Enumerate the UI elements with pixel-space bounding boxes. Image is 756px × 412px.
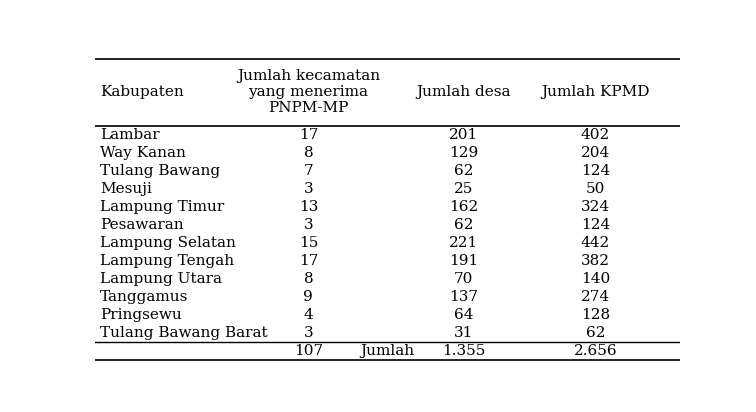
Text: 274: 274 bbox=[581, 290, 610, 304]
Text: Pringsewu: Pringsewu bbox=[101, 308, 182, 322]
Text: 62: 62 bbox=[586, 326, 606, 340]
Text: 9: 9 bbox=[303, 290, 313, 304]
Text: Lampung Selatan: Lampung Selatan bbox=[101, 236, 236, 250]
Text: Jumlah kecamatan
yang menerima
PNPM-MP: Jumlah kecamatan yang menerima PNPM-MP bbox=[237, 69, 380, 115]
Text: 17: 17 bbox=[299, 254, 318, 268]
Text: Lambar: Lambar bbox=[101, 128, 160, 142]
Text: 137: 137 bbox=[449, 290, 478, 304]
Text: 3: 3 bbox=[304, 218, 313, 232]
Text: 3: 3 bbox=[304, 182, 313, 196]
Text: 8: 8 bbox=[304, 146, 313, 160]
Text: Way Kanan: Way Kanan bbox=[101, 146, 186, 160]
Text: 1.355: 1.355 bbox=[442, 344, 485, 358]
Text: 201: 201 bbox=[449, 128, 479, 142]
Text: Tanggamus: Tanggamus bbox=[101, 290, 189, 304]
Text: 15: 15 bbox=[299, 236, 318, 250]
Text: Mesuji: Mesuji bbox=[101, 182, 152, 196]
Text: 64: 64 bbox=[454, 308, 473, 322]
Text: Kabupaten: Kabupaten bbox=[101, 85, 184, 99]
Text: 221: 221 bbox=[449, 236, 479, 250]
Text: 62: 62 bbox=[454, 218, 473, 232]
Text: 140: 140 bbox=[581, 272, 610, 286]
Text: 402: 402 bbox=[581, 128, 610, 142]
Text: 25: 25 bbox=[454, 182, 473, 196]
Text: 31: 31 bbox=[454, 326, 473, 340]
Text: Pesawaran: Pesawaran bbox=[101, 218, 184, 232]
Text: 70: 70 bbox=[454, 272, 473, 286]
Text: 442: 442 bbox=[581, 236, 610, 250]
Text: 8: 8 bbox=[304, 272, 313, 286]
Text: Lampung Timur: Lampung Timur bbox=[101, 200, 225, 214]
Text: 107: 107 bbox=[294, 344, 323, 358]
Text: Lampung Utara: Lampung Utara bbox=[101, 272, 222, 286]
Text: 191: 191 bbox=[449, 254, 479, 268]
Text: 204: 204 bbox=[581, 146, 610, 160]
Text: Jumlah: Jumlah bbox=[361, 344, 414, 358]
Text: Tulang Bawang: Tulang Bawang bbox=[101, 164, 221, 178]
Text: 62: 62 bbox=[454, 164, 473, 178]
Text: 129: 129 bbox=[449, 146, 479, 160]
Text: 13: 13 bbox=[299, 200, 318, 214]
Text: 2.656: 2.656 bbox=[574, 344, 617, 358]
Text: Lampung Tengah: Lampung Tengah bbox=[101, 254, 234, 268]
Text: 382: 382 bbox=[581, 254, 610, 268]
Text: 124: 124 bbox=[581, 164, 610, 178]
Text: 162: 162 bbox=[449, 200, 479, 214]
Text: 128: 128 bbox=[581, 308, 610, 322]
Text: 4: 4 bbox=[303, 308, 313, 322]
Text: Jumlah desa: Jumlah desa bbox=[417, 85, 511, 99]
Text: 17: 17 bbox=[299, 128, 318, 142]
Text: Jumlah KPMD: Jumlah KPMD bbox=[541, 85, 649, 99]
Text: 324: 324 bbox=[581, 200, 610, 214]
Text: 124: 124 bbox=[581, 218, 610, 232]
Text: 7: 7 bbox=[304, 164, 313, 178]
Text: Tulang Bawang Barat: Tulang Bawang Barat bbox=[101, 326, 268, 340]
Text: 50: 50 bbox=[586, 182, 605, 196]
Text: 3: 3 bbox=[304, 326, 313, 340]
